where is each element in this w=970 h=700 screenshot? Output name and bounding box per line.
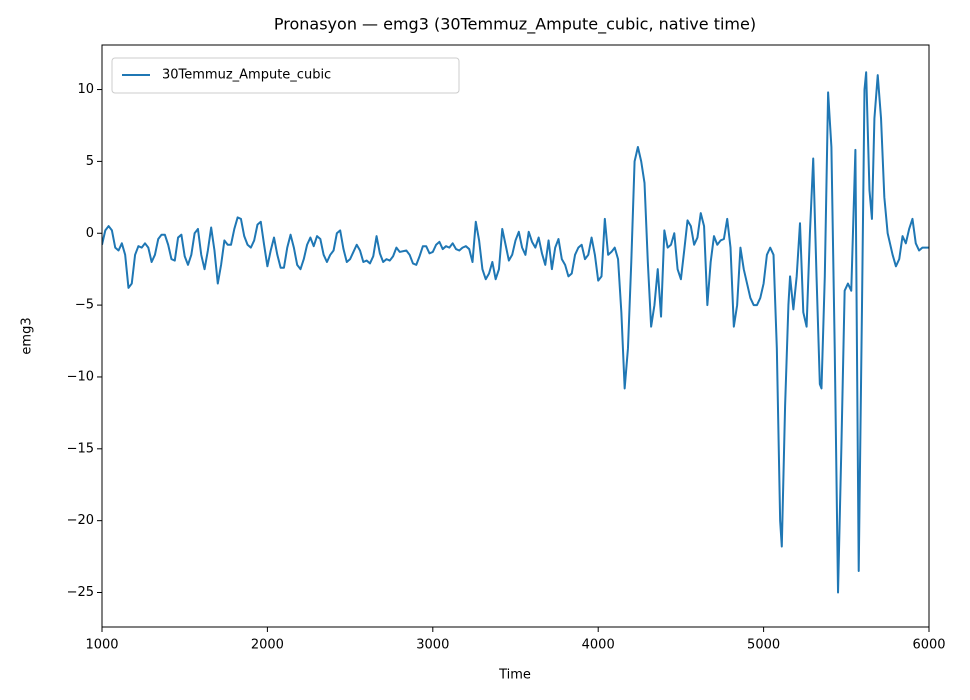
legend-label: 30Temmuz_Ampute_cubic (162, 68, 331, 83)
x-tick-label: 5000 (747, 638, 780, 653)
y-tick-label: 10 (77, 82, 94, 97)
y-tick-label: −20 (67, 513, 94, 528)
y-axis-label: emg3 (20, 317, 35, 354)
y-tick-label: −25 (67, 585, 94, 600)
y-tick-label: −15 (67, 441, 94, 456)
data-line (102, 71, 929, 594)
y-tick-label: −10 (67, 369, 94, 384)
x-tick-label: 6000 (912, 638, 945, 653)
y-tick-label: −5 (75, 298, 94, 313)
x-tick-label: 2000 (251, 638, 284, 653)
x-axis-label: Time (498, 668, 531, 683)
y-tick-label: 0 (86, 226, 94, 241)
chart-title: Pronasyon — emg3 (30Temmuz_Ampute_cubic,… (274, 15, 756, 35)
legend: 30Temmuz_Ampute_cubic (111, 57, 460, 94)
x-tick-label: 1000 (85, 638, 118, 653)
y-tick-label: 5 (86, 154, 94, 169)
plot-frame (101, 44, 930, 628)
legend-box (111, 57, 460, 94)
x-tick-label: 3000 (416, 638, 449, 653)
x-tick-label: 4000 (582, 638, 615, 653)
